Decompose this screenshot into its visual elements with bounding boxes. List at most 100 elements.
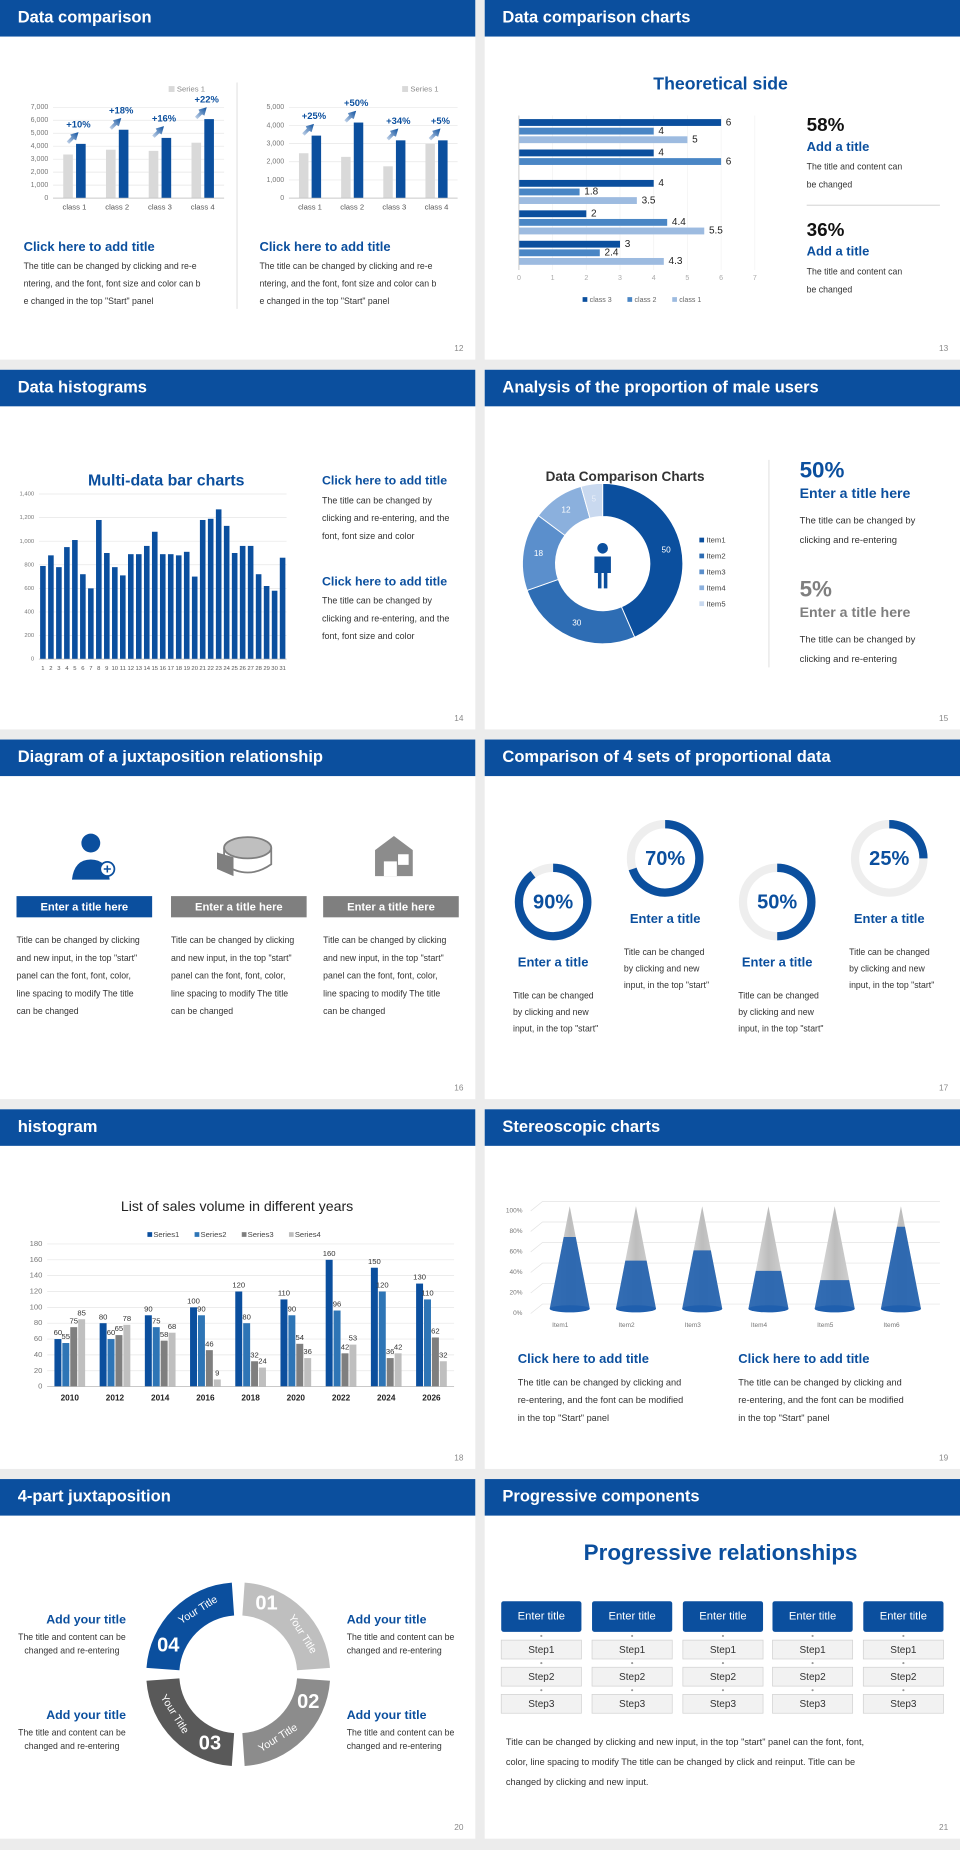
data-label: 46: [205, 1339, 214, 1348]
x-tick-label: class 3: [148, 203, 172, 212]
body-line: and new input, in the top "start": [323, 953, 444, 963]
bar: [255, 574, 262, 660]
bar: [438, 140, 448, 199]
icon-body: [71, 859, 110, 880]
body-line: input, in the top "start": [513, 1024, 598, 1034]
bar: [190, 1307, 198, 1387]
x-tick-label: Item1: [552, 1322, 569, 1329]
data-label: 85: [77, 1308, 86, 1317]
y-tick-label: 1,400: [19, 492, 34, 498]
x-tick-label: 25: [231, 666, 238, 672]
step-box: [500, 1694, 582, 1714]
data-label: 4: [658, 126, 664, 137]
bar: [341, 1353, 349, 1387]
bar: [235, 1291, 243, 1387]
slide-title: Comparison of 4 sets of proportional dat…: [502, 748, 831, 766]
slide-header: [0, 0, 476, 37]
step-label: Step2: [890, 1672, 917, 1683]
data-label: 130: [413, 1273, 426, 1282]
slide-header: [484, 369, 960, 407]
slide: [484, 739, 960, 1100]
slide-header: [0, 369, 476, 407]
y-tick-label: 400: [24, 610, 35, 616]
bar: [243, 1323, 251, 1387]
data-label: 4: [658, 148, 664, 159]
annotation: +50%: [344, 97, 369, 108]
body-line: The title can be changed by: [800, 515, 916, 526]
connector-dot: [811, 1689, 814, 1692]
body-line: font, font size and color: [322, 631, 415, 641]
y-tick-label: 5,000: [267, 104, 285, 111]
body-line: Title can be changed: [738, 991, 819, 1001]
y-tick-label: 0%: [513, 1310, 523, 1317]
x-tick-label: 6: [719, 275, 723, 282]
body-line: by clicking and new: [624, 964, 700, 974]
y-tick-label: 80: [34, 1318, 43, 1327]
bar: [333, 1310, 341, 1387]
slide-header: [484, 739, 960, 777]
bar: [518, 240, 621, 248]
bar: [271, 590, 278, 660]
bar: [78, 1319, 86, 1387]
y-tick-label: 0: [44, 195, 48, 202]
bar: [175, 555, 182, 660]
column-title: Enter a title here: [40, 901, 128, 913]
bar: [304, 1358, 312, 1387]
step-label: Step3: [619, 1699, 646, 1710]
data-label: 24: [258, 1357, 267, 1366]
y-tick-label: 600: [24, 586, 35, 592]
step-box: [772, 1694, 854, 1714]
cone: [748, 1270, 789, 1309]
bar: [280, 1299, 288, 1387]
title-box: [171, 896, 307, 918]
step-label: Step2: [799, 1672, 826, 1683]
cone: [682, 1250, 723, 1309]
pie-slice: [602, 482, 684, 638]
growth-arrow: [428, 128, 441, 141]
connector-dot: [631, 1662, 634, 1665]
y-tick-label: 40: [34, 1350, 43, 1359]
data-label: 90: [197, 1304, 206, 1313]
body-line: changed and re-entering: [24, 1741, 119, 1751]
body-line: be changed: [807, 179, 853, 189]
bar: [63, 154, 73, 199]
page-number: 14: [454, 714, 464, 723]
cone-base: [814, 1305, 855, 1313]
legend-swatch: [699, 601, 705, 607]
legend-label: Item2: [706, 552, 725, 561]
y-tick-label: 1,000: [267, 177, 285, 184]
body-line: The title can be changed by: [800, 634, 916, 645]
step-box: [862, 1666, 944, 1687]
x-tick-label: Item3: [685, 1322, 702, 1329]
data-label: 80: [99, 1312, 108, 1321]
data-label: 30: [572, 618, 582, 627]
step-box: [772, 1639, 854, 1660]
y-tick-label: 800: [24, 562, 35, 568]
step-box: [500, 1666, 582, 1687]
x-tick-label: 18: [175, 666, 182, 672]
x-tick-label: 4: [652, 275, 656, 282]
y-tick-label: 60: [34, 1334, 43, 1343]
block-title: Click here to add title: [322, 473, 447, 487]
bar: [123, 1324, 131, 1387]
bar: [518, 179, 654, 187]
legend-swatch: [672, 297, 677, 302]
data-label: 6: [726, 156, 732, 167]
x-tick-label: 30: [271, 666, 278, 672]
body-line: re-entering, and the font can be modifie…: [518, 1395, 684, 1405]
connector-dot: [811, 1634, 814, 1638]
chart-title: List of sales volume in different years: [121, 1198, 353, 1214]
bar: [518, 227, 705, 235]
body-line: and new input, in the top "start": [17, 953, 138, 963]
body-line: Title can be changed: [849, 947, 930, 957]
bar: [80, 574, 86, 660]
page-number: 21: [939, 1823, 949, 1832]
y-tick-label: 180: [30, 1239, 43, 1248]
body-line: The title and content can be: [18, 1728, 126, 1738]
bar: [518, 158, 722, 165]
slide-title: Progressive components: [502, 1488, 699, 1506]
y-tick-label: 80%: [510, 1228, 523, 1235]
annotation: +10%: [66, 118, 91, 129]
bar: [251, 1361, 259, 1387]
bar: [191, 142, 202, 199]
